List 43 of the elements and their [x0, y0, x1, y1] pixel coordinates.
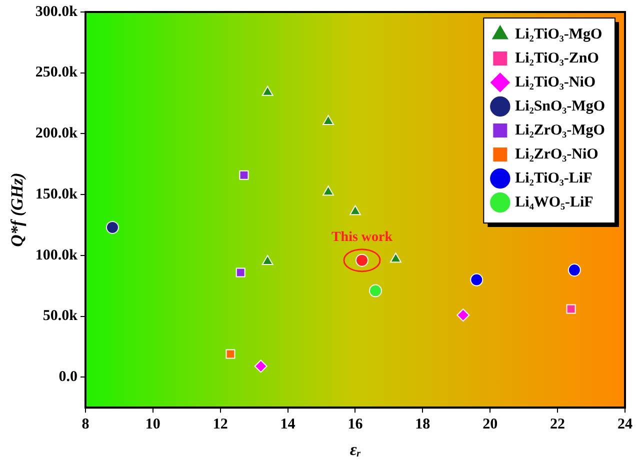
point: [322, 115, 334, 126]
y-tick-label: 300.0k: [35, 4, 78, 20]
point: [262, 255, 274, 266]
point: [239, 170, 249, 180]
point: [254, 360, 268, 373]
y-tick-label: 100.0k: [35, 247, 78, 264]
point: [350, 205, 361, 216]
x-tick-label: 12: [212, 416, 228, 432]
point: [470, 273, 484, 286]
legend-label: Li₂TiO₃-NiO: [515, 74, 596, 90]
x-axis-title: εᵣ: [350, 440, 361, 460]
x-tick-label: 14: [280, 416, 296, 432]
legend-label: Li₄WO₅-LiF: [515, 194, 594, 210]
x-tick-label: 10: [145, 416, 160, 432]
x-tick-label: 16: [348, 416, 364, 432]
point: [456, 308, 470, 322]
x-tick-label: 20: [482, 416, 498, 432]
x-tick-label: 22: [550, 416, 566, 432]
point: [568, 264, 581, 277]
x-tick-label: 8: [82, 416, 90, 432]
point: [262, 86, 274, 96]
point: [106, 220, 119, 234]
legend-label: Li₂ZrO₃-MgO: [515, 122, 605, 138]
point: [368, 284, 382, 298]
legend-label: Li₂TiO₃-LiF: [515, 170, 592, 186]
legend-label: Li₂ZrO₃-NiO: [515, 146, 598, 162]
point: [226, 349, 236, 359]
y-tick-label: 0.0: [58, 369, 78, 386]
legend-label: Li₂SnO₃-MgO: [515, 98, 606, 114]
point: [566, 304, 576, 314]
annotation: This work: [331, 230, 393, 245]
y-tick-label: 200.0k: [35, 126, 78, 142]
legend-label: Li₂TiO₃-MgO: [515, 26, 602, 42]
y-tick-label: 50.0k: [42, 308, 78, 324]
y-axis-title: Q*f (GHz): [8, 172, 27, 247]
point: [390, 252, 402, 263]
point: [236, 268, 246, 278]
legend-label: Li₂TiO₃-ZnO: [515, 50, 599, 66]
point: [322, 186, 334, 196]
y-tick-label: 150.0k: [35, 186, 78, 202]
x-tick-label: 18: [415, 416, 430, 432]
y-tick-label: 250.0k: [35, 64, 78, 81]
x-tick-label: 24: [618, 416, 633, 432]
